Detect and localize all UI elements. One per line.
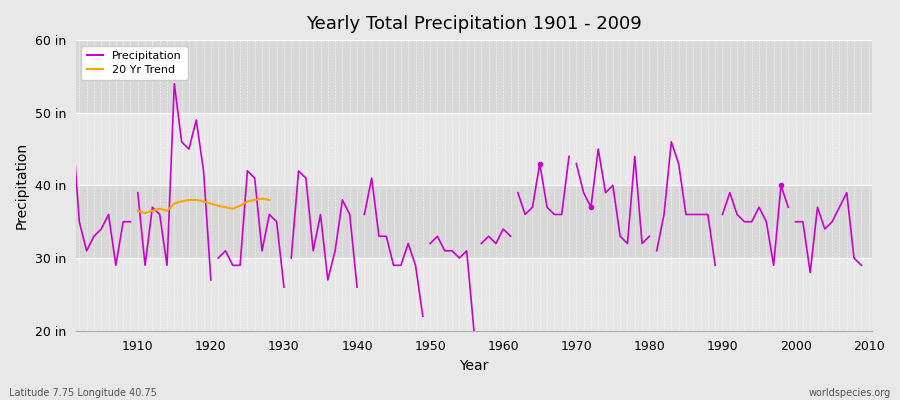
20 Yr Trend (191, 198, 202, 202)
20 Yr Trend (198, 199, 209, 204)
Y-axis label: Precipitation: Precipitation (15, 142, 29, 229)
Legend: Precipitation, 20 Yr Trend: Precipitation, 20 Yr Trend (81, 46, 187, 80)
20 Yr Trend (169, 201, 180, 206)
20 Yr Trend (256, 196, 267, 201)
20 Yr Trend (205, 201, 216, 206)
20 Yr Trend (140, 211, 150, 216)
20 Yr Trend (235, 203, 246, 208)
Bar (76, 40, 872, 113)
Bar (76, 186, 872, 258)
20 Yr Trend (264, 198, 274, 202)
Title: Yearly Total Precipitation 1901 - 2009: Yearly Total Precipitation 1901 - 2009 (306, 15, 642, 33)
20 Yr Trend (162, 208, 173, 213)
20 Yr Trend (184, 198, 194, 202)
20 Yr Trend (176, 199, 187, 204)
20 Yr Trend (220, 205, 231, 210)
20 Yr Trend (212, 203, 223, 208)
X-axis label: Year: Year (459, 359, 489, 373)
20 Yr Trend (154, 206, 165, 211)
Bar (76, 113, 872, 186)
20 Yr Trend (249, 198, 260, 202)
20 Yr Trend (147, 208, 158, 213)
Line: 20 Yr Trend: 20 Yr Trend (138, 198, 269, 213)
20 Yr Trend (242, 199, 253, 204)
20 Yr Trend (132, 208, 143, 213)
20 Yr Trend (228, 206, 238, 211)
Text: worldspecies.org: worldspecies.org (809, 388, 891, 398)
Text: Latitude 7.75 Longitude 40.75: Latitude 7.75 Longitude 40.75 (9, 388, 157, 398)
Bar (76, 258, 872, 331)
